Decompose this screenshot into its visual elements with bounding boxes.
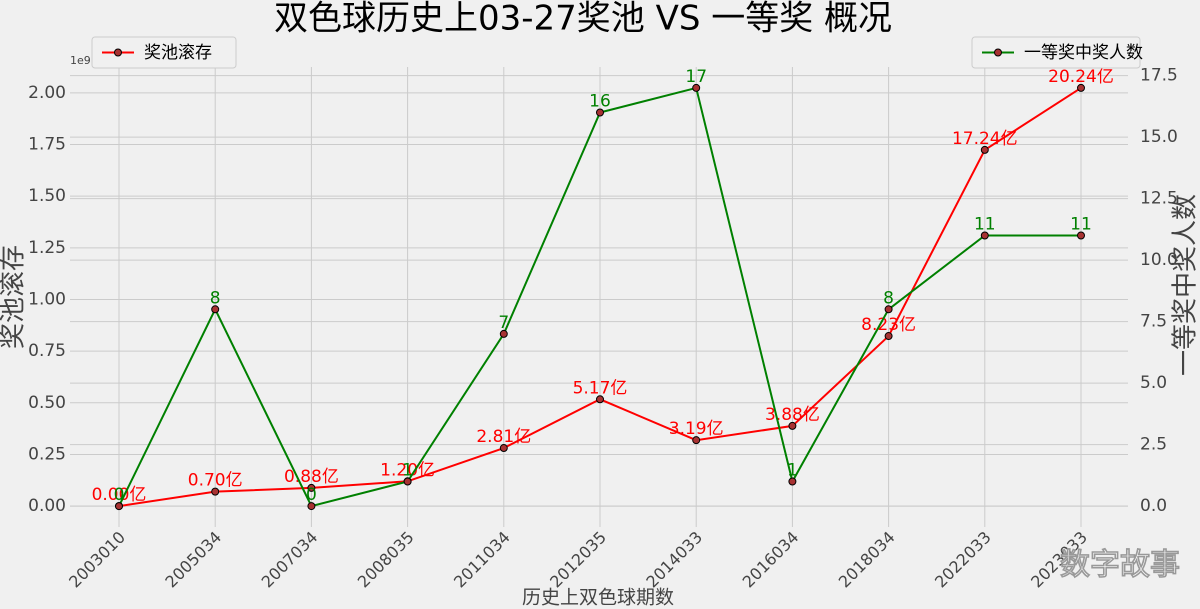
- legend-marker: [994, 48, 1002, 57]
- data-point: [980, 145, 989, 154]
- y-tick-label: 0.00: [28, 496, 66, 516]
- data-point: [884, 332, 893, 341]
- data-point: [596, 108, 604, 117]
- data-point: [692, 83, 701, 92]
- value-label: 0: [114, 485, 125, 505]
- y2-tick-label: 0.0: [1140, 496, 1167, 516]
- data-point: [403, 477, 412, 486]
- data-point: [1077, 231, 1085, 240]
- value-label: 1: [787, 460, 798, 480]
- value-label: 8.23亿: [861, 315, 916, 335]
- y2-tick-label: 15.0: [1140, 127, 1178, 147]
- y2-tick-label: 17.5: [1140, 66, 1178, 86]
- legend-box: [971, 36, 1141, 69]
- value-label: 17.24亿: [952, 129, 1018, 149]
- value-label: 20.24亿: [1048, 67, 1114, 87]
- value-label: 1: [402, 460, 413, 480]
- y-tick-label: 1.25: [28, 238, 66, 258]
- data-point: [980, 231, 989, 240]
- y2-tick-label: 12.5: [1140, 189, 1178, 209]
- value-label: 11: [974, 215, 996, 235]
- value-label: 7: [498, 313, 509, 333]
- value-label: 3.19亿: [669, 419, 724, 439]
- data-point: [307, 502, 316, 511]
- value-label: 16: [589, 92, 611, 112]
- y-tick-label: 0.50: [28, 393, 66, 413]
- legend-label: 奖池滚存: [144, 43, 212, 63]
- value-label: 0.88亿: [284, 467, 339, 487]
- data-point: [115, 502, 123, 511]
- y2-tick-label: 10.0: [1140, 250, 1178, 270]
- data-point: [499, 444, 508, 453]
- y-tick-label: 1.00: [28, 289, 66, 309]
- value-label: 8: [210, 288, 221, 308]
- value-label: 5.17亿: [573, 378, 628, 398]
- y-offset-label: 1e9: [70, 54, 91, 67]
- data-point: [788, 477, 797, 486]
- data-point: [596, 395, 604, 404]
- data-point: [788, 421, 797, 430]
- y2-tick-label: 7.5: [1140, 312, 1167, 332]
- y-tick-label: 0.25: [28, 444, 66, 464]
- value-label: 17: [685, 67, 707, 87]
- data-point: [499, 329, 508, 338]
- value-label: 3.88亿: [765, 405, 820, 425]
- grid: [70, 67, 1128, 527]
- legend-box: [91, 36, 237, 69]
- legend-marker: [114, 48, 122, 57]
- y2-tick-label: 2.5: [1140, 435, 1167, 455]
- chart-title: 双色球历史上03-27奖池 VS 一等奖 概况: [274, 0, 892, 39]
- data-point: [884, 305, 893, 314]
- data-point: [307, 483, 316, 492]
- y-tick-label: 0.75: [28, 341, 66, 361]
- y-tick-label: 1.75: [28, 135, 66, 155]
- value-label: 0.70亿: [188, 471, 243, 491]
- y2-tick-label: 5.0: [1140, 373, 1167, 393]
- data-point: [211, 305, 220, 314]
- legend-label: 一等奖中奖人数: [1024, 43, 1143, 63]
- y2-axis-label: 一等奖中奖人数: [1171, 194, 1200, 376]
- x-axis-label: 历史上双色球期数: [522, 587, 674, 609]
- value-label: 8: [883, 288, 894, 308]
- value-label: 0.00亿: [92, 485, 147, 505]
- value-label: 0: [306, 485, 317, 505]
- value-label: 2.81亿: [476, 427, 531, 447]
- value-label: 11: [1070, 215, 1092, 235]
- data-point: [692, 436, 701, 445]
- data-point: [1077, 83, 1085, 92]
- y-axis-label: 奖池滚存: [0, 245, 29, 349]
- watermark: 数字故事: [1060, 548, 1180, 583]
- y-tick-label: 2.00: [28, 83, 66, 103]
- y-tick-label: 1.50: [28, 186, 66, 206]
- data-point: [211, 487, 220, 496]
- value-label: 1.20亿: [380, 460, 435, 480]
